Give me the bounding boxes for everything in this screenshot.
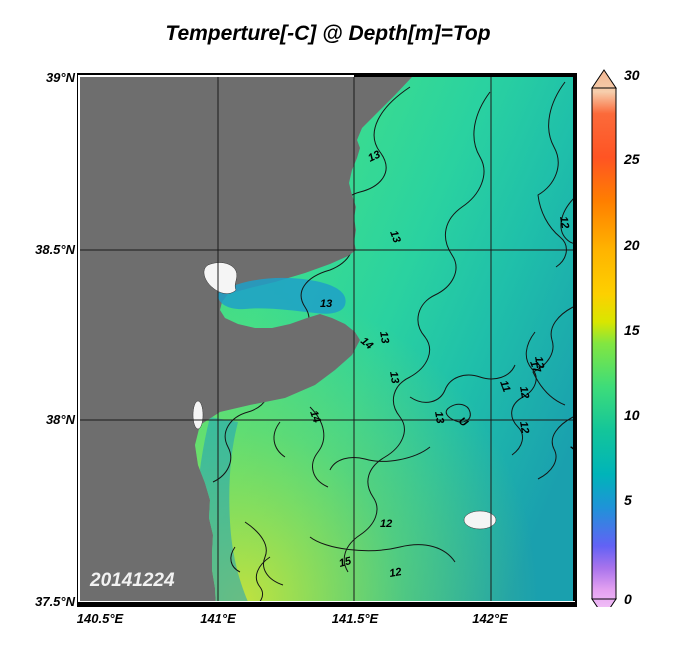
svg-text:25: 25 xyxy=(623,151,640,167)
svg-text:12: 12 xyxy=(380,518,392,530)
svg-text:13: 13 xyxy=(432,410,446,424)
svg-text:13: 13 xyxy=(377,330,391,344)
svg-text:13: 13 xyxy=(387,370,401,384)
svg-text:10: 10 xyxy=(624,407,640,423)
svg-text:12: 12 xyxy=(517,420,531,434)
svg-text:12: 12 xyxy=(557,215,571,229)
svg-text:20: 20 xyxy=(623,237,640,253)
svg-text:13: 13 xyxy=(172,479,187,495)
svg-text:11: 11 xyxy=(142,525,157,539)
svg-text:15: 15 xyxy=(624,322,640,338)
svg-text:5: 5 xyxy=(624,492,632,508)
svg-text:13: 13 xyxy=(234,323,248,337)
svg-text:13: 13 xyxy=(320,298,332,310)
svg-text:14: 14 xyxy=(187,565,201,579)
svg-text:0: 0 xyxy=(624,591,632,607)
svg-text:12: 12 xyxy=(388,566,402,580)
svg-text:30: 30 xyxy=(624,67,640,83)
svg-text:12: 12 xyxy=(157,505,171,519)
svg-text:12: 12 xyxy=(517,385,531,399)
svg-text:13: 13 xyxy=(172,540,186,554)
